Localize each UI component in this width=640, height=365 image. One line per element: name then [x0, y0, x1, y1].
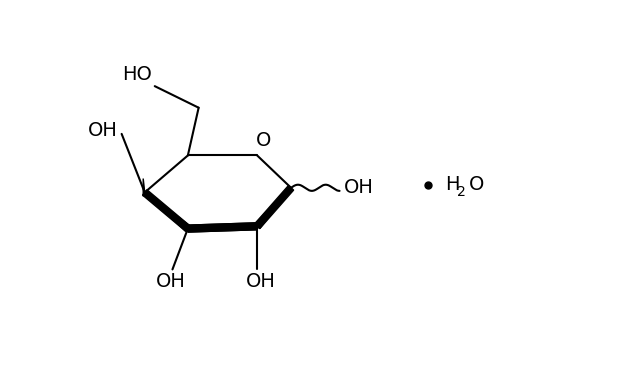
Polygon shape — [143, 178, 145, 196]
Polygon shape — [255, 185, 294, 228]
Polygon shape — [188, 223, 257, 232]
Polygon shape — [188, 223, 257, 232]
Polygon shape — [144, 192, 190, 231]
Text: OH: OH — [156, 273, 186, 292]
Text: 2: 2 — [457, 185, 466, 199]
Text: HO: HO — [122, 65, 152, 84]
Text: O: O — [255, 131, 271, 150]
Text: OH: OH — [246, 273, 276, 292]
Text: O: O — [469, 175, 484, 194]
Polygon shape — [143, 190, 190, 231]
Text: H: H — [445, 175, 460, 194]
Text: OH: OH — [344, 178, 373, 197]
Text: OH: OH — [88, 120, 118, 139]
Polygon shape — [255, 187, 292, 228]
Polygon shape — [145, 155, 291, 228]
